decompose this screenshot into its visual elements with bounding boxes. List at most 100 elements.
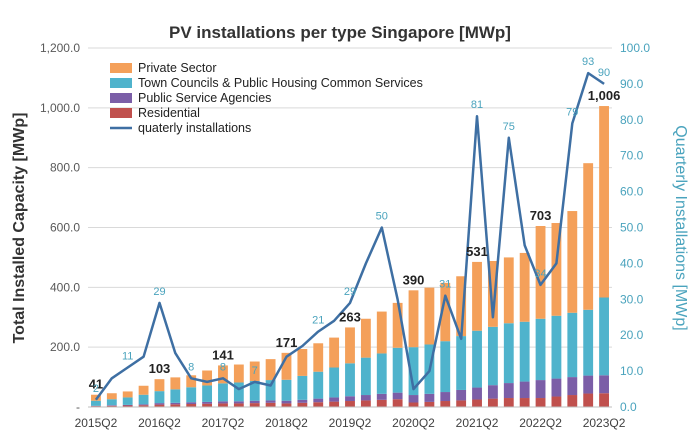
- bar-segment: [249, 403, 260, 407]
- total-label: 41: [89, 377, 103, 392]
- bar-segment: [122, 391, 133, 398]
- bar-segment: [249, 361, 260, 381]
- legend-swatch: [110, 108, 132, 118]
- bar-segment: [202, 385, 213, 402]
- bar-segment: [599, 297, 609, 376]
- bar-segment: [551, 315, 562, 379]
- gridlines: [88, 47, 612, 408]
- bar-segment: [392, 399, 403, 407]
- bar-segment: [265, 359, 276, 381]
- bar-segment: [313, 371, 324, 399]
- bar-segment: [440, 401, 451, 407]
- bar-segment: [519, 252, 530, 322]
- total-label: 703: [530, 208, 552, 223]
- bar-segment: [170, 402, 181, 405]
- bar-segment: [567, 312, 578, 378]
- bar-segment: [487, 326, 498, 386]
- data-labels: 41 103 141 171 263 390 531 703 1,006 2 11 29 8 8 7 21 29…: [89, 56, 621, 395]
- bar-segment: [567, 395, 578, 407]
- x-tick-label: 2022Q2: [519, 416, 562, 430]
- bar-segment: [551, 378, 562, 397]
- bar-segment: [345, 401, 355, 407]
- bar-segment: [456, 400, 467, 407]
- y-tick-label: 1,200.0: [40, 41, 80, 55]
- total-label: 141: [212, 347, 234, 362]
- bar-segment: [202, 370, 213, 386]
- line-data-label: 93: [582, 56, 594, 68]
- line-data-label: 8: [188, 361, 194, 373]
- bar-segment: [472, 399, 482, 407]
- x-tick-label: 2019Q2: [329, 416, 372, 430]
- bar-segment: [519, 381, 530, 399]
- bar-segment: [408, 347, 419, 396]
- bar-segment: [456, 276, 467, 337]
- x-tick-label: 2020Q2: [392, 416, 435, 430]
- bar-segment: [138, 405, 149, 407]
- bar-segment: [138, 404, 149, 406]
- bar-segment: [170, 404, 181, 407]
- bar-segment: [106, 393, 117, 400]
- total-label: 390: [403, 272, 425, 287]
- bar-segment: [186, 387, 197, 403]
- bar-segment: [233, 403, 244, 407]
- line-data-label: 29: [153, 286, 165, 298]
- bar-segment: [519, 398, 530, 407]
- bar-segment: [583, 375, 594, 394]
- bar-segment: [313, 343, 324, 372]
- x-tick-label: 2015Q2: [75, 416, 118, 430]
- axes: - 200.0 400.0 600.0 800.0 1,000.0 1,200.0 0.0 10…: [40, 41, 650, 430]
- bar-segment: [186, 375, 197, 388]
- bar-segment: [297, 375, 308, 400]
- y2-tick-label: 20.0: [620, 328, 644, 342]
- bar-segment: [567, 211, 578, 313]
- y2-tick-label: 100.0: [620, 41, 650, 55]
- bar-segment: [122, 405, 133, 407]
- bar-segment: [281, 379, 292, 401]
- bar-segment: [583, 393, 594, 407]
- line-data-label: 29: [344, 286, 356, 298]
- bar-segment: [392, 392, 403, 400]
- bar-segment: [249, 400, 260, 404]
- bar-segment: [424, 287, 435, 345]
- line-data-label: 75: [503, 121, 515, 133]
- bar-segment: [583, 163, 594, 310]
- y2-tick-label: 10.0: [620, 364, 644, 378]
- legend-label: quaterly installations: [138, 121, 251, 135]
- legend-swatch: [110, 93, 132, 103]
- bar-segment: [281, 400, 292, 404]
- bar-segment: [392, 302, 403, 348]
- bar-segment: [329, 367, 340, 398]
- bar-segment: [487, 385, 498, 399]
- line-data-label: 90: [598, 67, 610, 79]
- bar-segment: [122, 397, 133, 405]
- bar-segment: [297, 402, 308, 407]
- bar-segment: [329, 397, 340, 402]
- legend-label: Private Sector: [138, 61, 217, 75]
- x-tick-label: 2018Q2: [265, 416, 308, 430]
- line-data-label: 79: [566, 106, 578, 118]
- total-label: 171: [276, 335, 298, 350]
- legend-label: Town Councils & Public Housing Common Se…: [138, 76, 423, 90]
- bar-segment: [376, 311, 387, 354]
- line-data-label: 34: [534, 268, 546, 280]
- line-data-label: 21: [312, 315, 324, 327]
- bar-segment: [91, 400, 101, 406]
- x-tick-label: 2017Q2: [202, 416, 245, 430]
- y-tick-label: 600.0: [50, 221, 80, 235]
- bar-segment: [535, 398, 546, 407]
- bar-segment: [599, 106, 609, 298]
- line-data-label: 2: [93, 383, 99, 395]
- y2-tick-label: 60.0: [620, 185, 644, 199]
- bar-segment: [233, 364, 244, 383]
- bar-segment: [233, 401, 244, 404]
- bar-segment: [599, 393, 609, 407]
- bar-segment: [408, 395, 419, 403]
- bar-segment: [138, 394, 149, 405]
- bar-segment: [345, 363, 355, 397]
- bar-segment: [519, 321, 530, 382]
- y-tick-label: 1,000.0: [40, 101, 80, 115]
- legend-label: Public Service Agencies: [138, 91, 271, 105]
- bar-segment: [154, 379, 165, 392]
- bar-segment: [249, 380, 260, 401]
